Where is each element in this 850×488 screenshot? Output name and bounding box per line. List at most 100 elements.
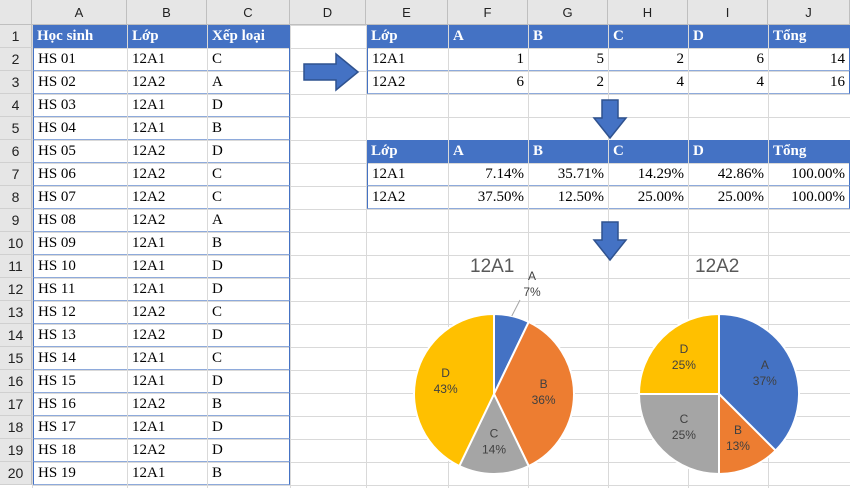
pie-slice-a[interactable] bbox=[718, 312, 800, 452]
students-cell[interactable]: 12A2 bbox=[128, 324, 207, 347]
students-cell[interactable]: D bbox=[208, 416, 290, 439]
students-cell[interactable]: C bbox=[208, 186, 290, 209]
students-cell[interactable]: HS 02 bbox=[33, 71, 127, 94]
students-cell[interactable]: HS 19 bbox=[33, 462, 127, 485]
percents-cell[interactable]: 37.50% bbox=[449, 186, 528, 209]
students-cell[interactable]: 12A1 bbox=[128, 117, 207, 140]
students-cell[interactable]: 12A2 bbox=[128, 186, 207, 209]
counts-cell[interactable]: 12A1 bbox=[367, 48, 448, 71]
counts-cell[interactable]: 5 bbox=[529, 48, 608, 71]
percents-header-cell[interactable]: A bbox=[449, 140, 528, 163]
students-cell[interactable]: HS 03 bbox=[33, 94, 127, 117]
students-cell[interactable]: HS 18 bbox=[33, 439, 127, 462]
row-header-11[interactable]: 11 bbox=[0, 255, 32, 278]
percents-cell[interactable]: 100.00% bbox=[769, 186, 850, 209]
students-cell[interactable]: A bbox=[208, 71, 290, 94]
pie-slice-c[interactable] bbox=[637, 393, 720, 476]
students-cell[interactable]: C bbox=[208, 48, 290, 71]
row-header-4[interactable]: 4 bbox=[0, 94, 32, 117]
counts-cell[interactable]: 14 bbox=[769, 48, 850, 71]
column-header-c[interactable]: C bbox=[207, 0, 290, 25]
students-cell[interactable]: 12A1 bbox=[128, 255, 207, 278]
students-cell[interactable]: HS 09 bbox=[33, 232, 127, 255]
percents-cell[interactable]: 25.00% bbox=[609, 186, 688, 209]
students-cell[interactable]: B bbox=[208, 462, 290, 485]
students-cell[interactable]: B bbox=[208, 117, 290, 140]
students-cell[interactable]: HS 07 bbox=[33, 186, 127, 209]
row-header-1[interactable]: 1 bbox=[0, 25, 32, 48]
column-header-f[interactable]: F bbox=[448, 0, 528, 25]
percents-header-cell[interactable]: C bbox=[609, 140, 688, 163]
students-cell[interactable]: 12A1 bbox=[128, 462, 207, 485]
percents-cell[interactable]: 35.71% bbox=[529, 163, 608, 186]
counts-cell[interactable]: 1 bbox=[449, 48, 528, 71]
percents-cell[interactable]: 14.29% bbox=[609, 163, 688, 186]
students-cell[interactable]: D bbox=[208, 439, 290, 462]
counts-cell[interactable]: 2 bbox=[529, 71, 608, 94]
row-header-5[interactable]: 5 bbox=[0, 117, 32, 140]
percents-cell[interactable]: 7.14% bbox=[449, 163, 528, 186]
students-cell[interactable]: HS 01 bbox=[33, 48, 127, 71]
counts-header-cell[interactable]: C bbox=[609, 25, 688, 48]
students-cell[interactable]: 12A1 bbox=[128, 416, 207, 439]
column-header-h[interactable]: H bbox=[608, 0, 688, 25]
percents-cell[interactable]: 42.86% bbox=[689, 163, 768, 186]
row-header-6[interactable]: 6 bbox=[0, 140, 32, 163]
students-cell[interactable]: D bbox=[208, 140, 290, 163]
students-cell[interactable]: HS 14 bbox=[33, 347, 127, 370]
row-header-15[interactable]: 15 bbox=[0, 347, 32, 370]
students-cell[interactable]: HS 15 bbox=[33, 370, 127, 393]
percents-header-cell[interactable]: D bbox=[689, 140, 768, 163]
students-cell[interactable]: HS 08 bbox=[33, 209, 127, 232]
row-header-17[interactable]: 17 bbox=[0, 393, 32, 416]
counts-cell[interactable]: 16 bbox=[769, 71, 850, 94]
students-cell[interactable]: D bbox=[208, 94, 290, 117]
pie-slice-b[interactable] bbox=[718, 391, 777, 476]
students-cell[interactable]: B bbox=[208, 232, 290, 255]
students-cell[interactable]: HS 16 bbox=[33, 393, 127, 416]
students-cell[interactable]: 12A1 bbox=[128, 347, 207, 370]
percents-cell[interactable]: 12A2 bbox=[367, 186, 448, 209]
pie-slice-c[interactable] bbox=[457, 391, 531, 475]
pie-chart-12a2[interactable]: A 37% B 13% C 25% D 25% bbox=[625, 290, 815, 480]
column-header-b[interactable]: B bbox=[127, 0, 207, 25]
students-cell[interactable]: 12A2 bbox=[128, 209, 207, 232]
counts-cell[interactable]: 4 bbox=[609, 71, 688, 94]
students-cell[interactable]: 12A2 bbox=[128, 71, 207, 94]
row-header-13[interactable]: 13 bbox=[0, 301, 32, 324]
counts-header-cell[interactable]: A bbox=[449, 25, 528, 48]
students-cell[interactable]: 12A1 bbox=[128, 278, 207, 301]
students-cell[interactable]: 12A2 bbox=[128, 393, 207, 416]
students-cell[interactable]: HS 05 bbox=[33, 140, 127, 163]
students-cell[interactable]: 12A1 bbox=[128, 232, 207, 255]
students-cell[interactable]: HS 11 bbox=[33, 278, 127, 301]
counts-cell[interactable]: 4 bbox=[689, 71, 768, 94]
row-header-9[interactable]: 9 bbox=[0, 209, 32, 232]
row-header-18[interactable]: 18 bbox=[0, 416, 32, 439]
students-cell[interactable]: 12A2 bbox=[128, 163, 207, 186]
students-cell[interactable]: D bbox=[208, 370, 290, 393]
counts-header-cell[interactable]: Tổng bbox=[769, 25, 850, 48]
row-header-2[interactable]: 2 bbox=[0, 48, 32, 71]
row-header-12[interactable]: 12 bbox=[0, 278, 32, 301]
pie-slice-d[interactable] bbox=[637, 312, 720, 395]
students-cell[interactable]: C bbox=[208, 301, 290, 324]
students-cell[interactable]: 12A1 bbox=[128, 48, 207, 71]
pie-slice-d[interactable] bbox=[413, 312, 495, 468]
percents-header-cell[interactable]: Lớp bbox=[367, 140, 448, 163]
students-cell[interactable]: HS 06 bbox=[33, 163, 127, 186]
select-all-corner[interactable] bbox=[0, 0, 32, 25]
counts-header-cell[interactable]: Lớp bbox=[367, 25, 448, 48]
students-header-cell[interactable]: Học sinh bbox=[33, 25, 127, 48]
row-header-10[interactable]: 10 bbox=[0, 232, 32, 255]
column-header-i[interactable]: I bbox=[688, 0, 768, 25]
row-header-16[interactable]: 16 bbox=[0, 370, 32, 393]
students-cell[interactable]: D bbox=[208, 324, 290, 347]
students-cell[interactable]: HS 12 bbox=[33, 301, 127, 324]
students-cell[interactable]: B bbox=[208, 393, 290, 416]
pie-slice-b[interactable] bbox=[492, 320, 575, 468]
students-cell[interactable]: A bbox=[208, 209, 290, 232]
students-cell[interactable]: C bbox=[208, 163, 290, 186]
counts-cell[interactable]: 6 bbox=[449, 71, 528, 94]
row-header-8[interactable]: 8 bbox=[0, 186, 32, 209]
